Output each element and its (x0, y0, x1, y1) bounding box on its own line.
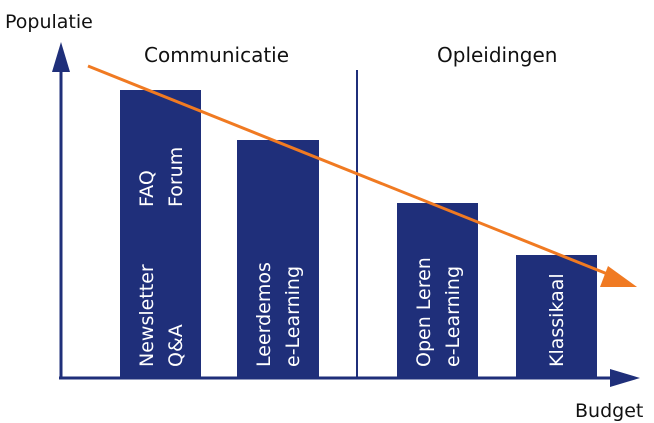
x-axis-label: Budget (575, 400, 643, 422)
section-label-communicatie: Communicatie (144, 43, 289, 67)
bar-communicatie-1 (120, 90, 201, 377)
bar-opleidingen-2 (516, 255, 597, 377)
bar-2-label-elearning: e-Learning (282, 266, 304, 367)
bar-opleidingen-1 (397, 203, 478, 377)
bar-1-label-forum: Forum (165, 147, 187, 207)
y-axis-label: Populatie (5, 11, 93, 33)
bar-communicatie-2 (237, 140, 319, 377)
bar-3-label-elearning: e-Learning (442, 266, 464, 367)
bar-1-label-qa: Q&A (165, 324, 187, 367)
bar-1-label-newsletter: Newsletter (136, 264, 158, 367)
section-label-opleidingen: Opleidingen (437, 43, 557, 67)
bar-2-label-leerdemos: Leerdemos (253, 262, 275, 367)
bar-4-label-klassikaal: Klassikaal (546, 273, 568, 367)
bar-1-label-faq: FAQ (136, 170, 158, 207)
x-axis-arrow-icon (610, 369, 640, 387)
trend-arrow-head-icon (600, 266, 637, 287)
trend-arrow-line (87, 64, 616, 279)
y-axis-arrow-icon (52, 42, 70, 72)
bar-3-label-open-leren: Open Leren (413, 257, 435, 367)
